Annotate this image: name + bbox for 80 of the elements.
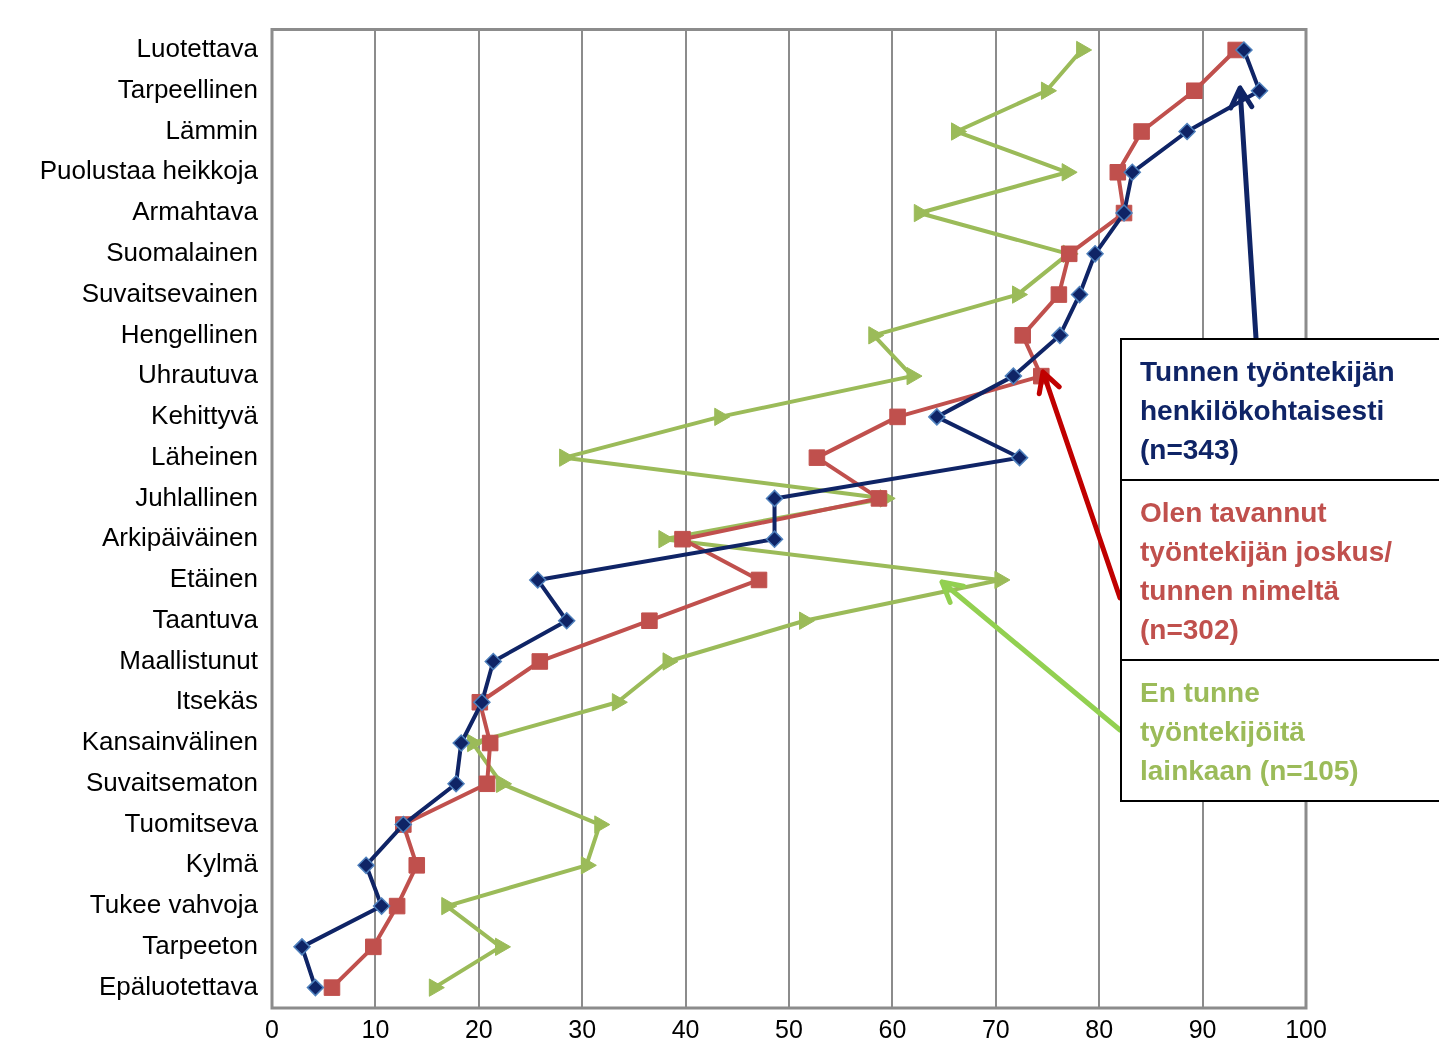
point <box>365 938 382 956</box>
text: En tunne työntekijöitä lainkaan (n=105) <box>1122 659 1439 800</box>
y-tick-label: Kylmä <box>185 848 259 879</box>
point <box>357 856 375 875</box>
y-tick-label: Suvaitsematon <box>86 766 258 797</box>
point <box>531 653 549 670</box>
y-tick-label: Epäluotettava <box>98 970 259 1001</box>
point <box>611 693 628 712</box>
point <box>372 897 391 915</box>
point <box>1050 286 1068 303</box>
y-tick-label: Maallistunut <box>119 644 259 675</box>
point <box>1051 326 1069 345</box>
point <box>765 489 784 508</box>
y-tick-label: Suvaitsevainen <box>81 277 258 308</box>
point <box>928 408 946 426</box>
point <box>1109 164 1127 181</box>
point <box>306 978 325 997</box>
point <box>484 652 503 671</box>
y-tick-label: Etäinen <box>169 563 258 594</box>
point <box>808 449 826 466</box>
point <box>452 734 470 752</box>
point <box>528 571 547 589</box>
point <box>1123 163 1142 182</box>
y-tick-label: Tarpeeton <box>142 930 258 961</box>
x-tick-label: 50 <box>775 1014 803 1043</box>
point <box>870 490 888 507</box>
y-tick-label: Hengellinen <box>120 318 258 349</box>
point <box>1235 41 1253 59</box>
y-tick-label: Tuomitseva <box>124 807 259 838</box>
y-tick-label: Tarpeellinen <box>117 73 258 104</box>
y-tick-label: Kehittyvä <box>151 400 259 431</box>
point <box>1040 81 1057 100</box>
y-tick-label: Arkipäiväinen <box>101 522 258 553</box>
point <box>1004 367 1023 385</box>
x-tick-label: 100 <box>1285 1014 1327 1043</box>
point <box>1070 285 1089 304</box>
text: Tunnen työntekijän henkilökohtaisesti (n=343) <box>1139 355 1396 467</box>
point <box>1086 245 1104 263</box>
x-tick-label: 20 <box>464 1014 493 1043</box>
point <box>641 612 658 629</box>
point <box>1250 82 1269 100</box>
point <box>293 938 311 956</box>
y-tick-label: Taantuva <box>152 603 259 634</box>
text: Olen tavannut työntekijän joskus/ tunnen nimeltä (n=302) <box>1122 479 1439 659</box>
x-tick-label: 70 <box>981 1014 1010 1043</box>
y-tick-label: Uhrautuva <box>138 359 259 390</box>
y-tick-label: Itsekäs <box>175 685 258 716</box>
point <box>447 775 465 793</box>
point <box>889 408 906 426</box>
point <box>478 775 496 793</box>
point <box>1133 123 1150 140</box>
point <box>674 530 691 548</box>
y-tick-label: Suomalainen <box>106 236 258 267</box>
y-tick-label: Juhlallinen <box>135 481 258 512</box>
point <box>1186 82 1203 100</box>
y-tick-label: Puolustaa heikkoja <box>39 155 259 186</box>
y-tick-label: Armahtava <box>132 196 259 227</box>
x-tick-label: 10 <box>361 1014 390 1043</box>
x-tick-label: 40 <box>671 1014 700 1043</box>
point <box>388 897 406 915</box>
point <box>481 734 499 752</box>
point <box>323 979 341 996</box>
y-tick-label: Kansainvälinen <box>81 726 258 757</box>
y-tick-label: Tukee vahvoja <box>89 889 259 920</box>
point <box>428 978 445 997</box>
y-tick-label: Läheinen <box>151 440 258 471</box>
point <box>1014 327 1031 344</box>
y-tick-label: Luotettava <box>136 33 259 64</box>
x-tick-label: 60 <box>878 1014 907 1043</box>
point <box>750 571 768 589</box>
x-tick-label: 90 <box>1188 1014 1217 1043</box>
y-tick-label: Lämmin <box>165 114 258 145</box>
point <box>1010 448 1029 467</box>
point <box>557 611 576 630</box>
point <box>408 857 426 874</box>
x-tick-label: 30 <box>568 1014 597 1043</box>
point <box>765 530 784 548</box>
x-tick-label: 80 <box>1085 1014 1114 1043</box>
x-tick-label: 0 <box>265 1014 279 1043</box>
point <box>1178 122 1196 141</box>
